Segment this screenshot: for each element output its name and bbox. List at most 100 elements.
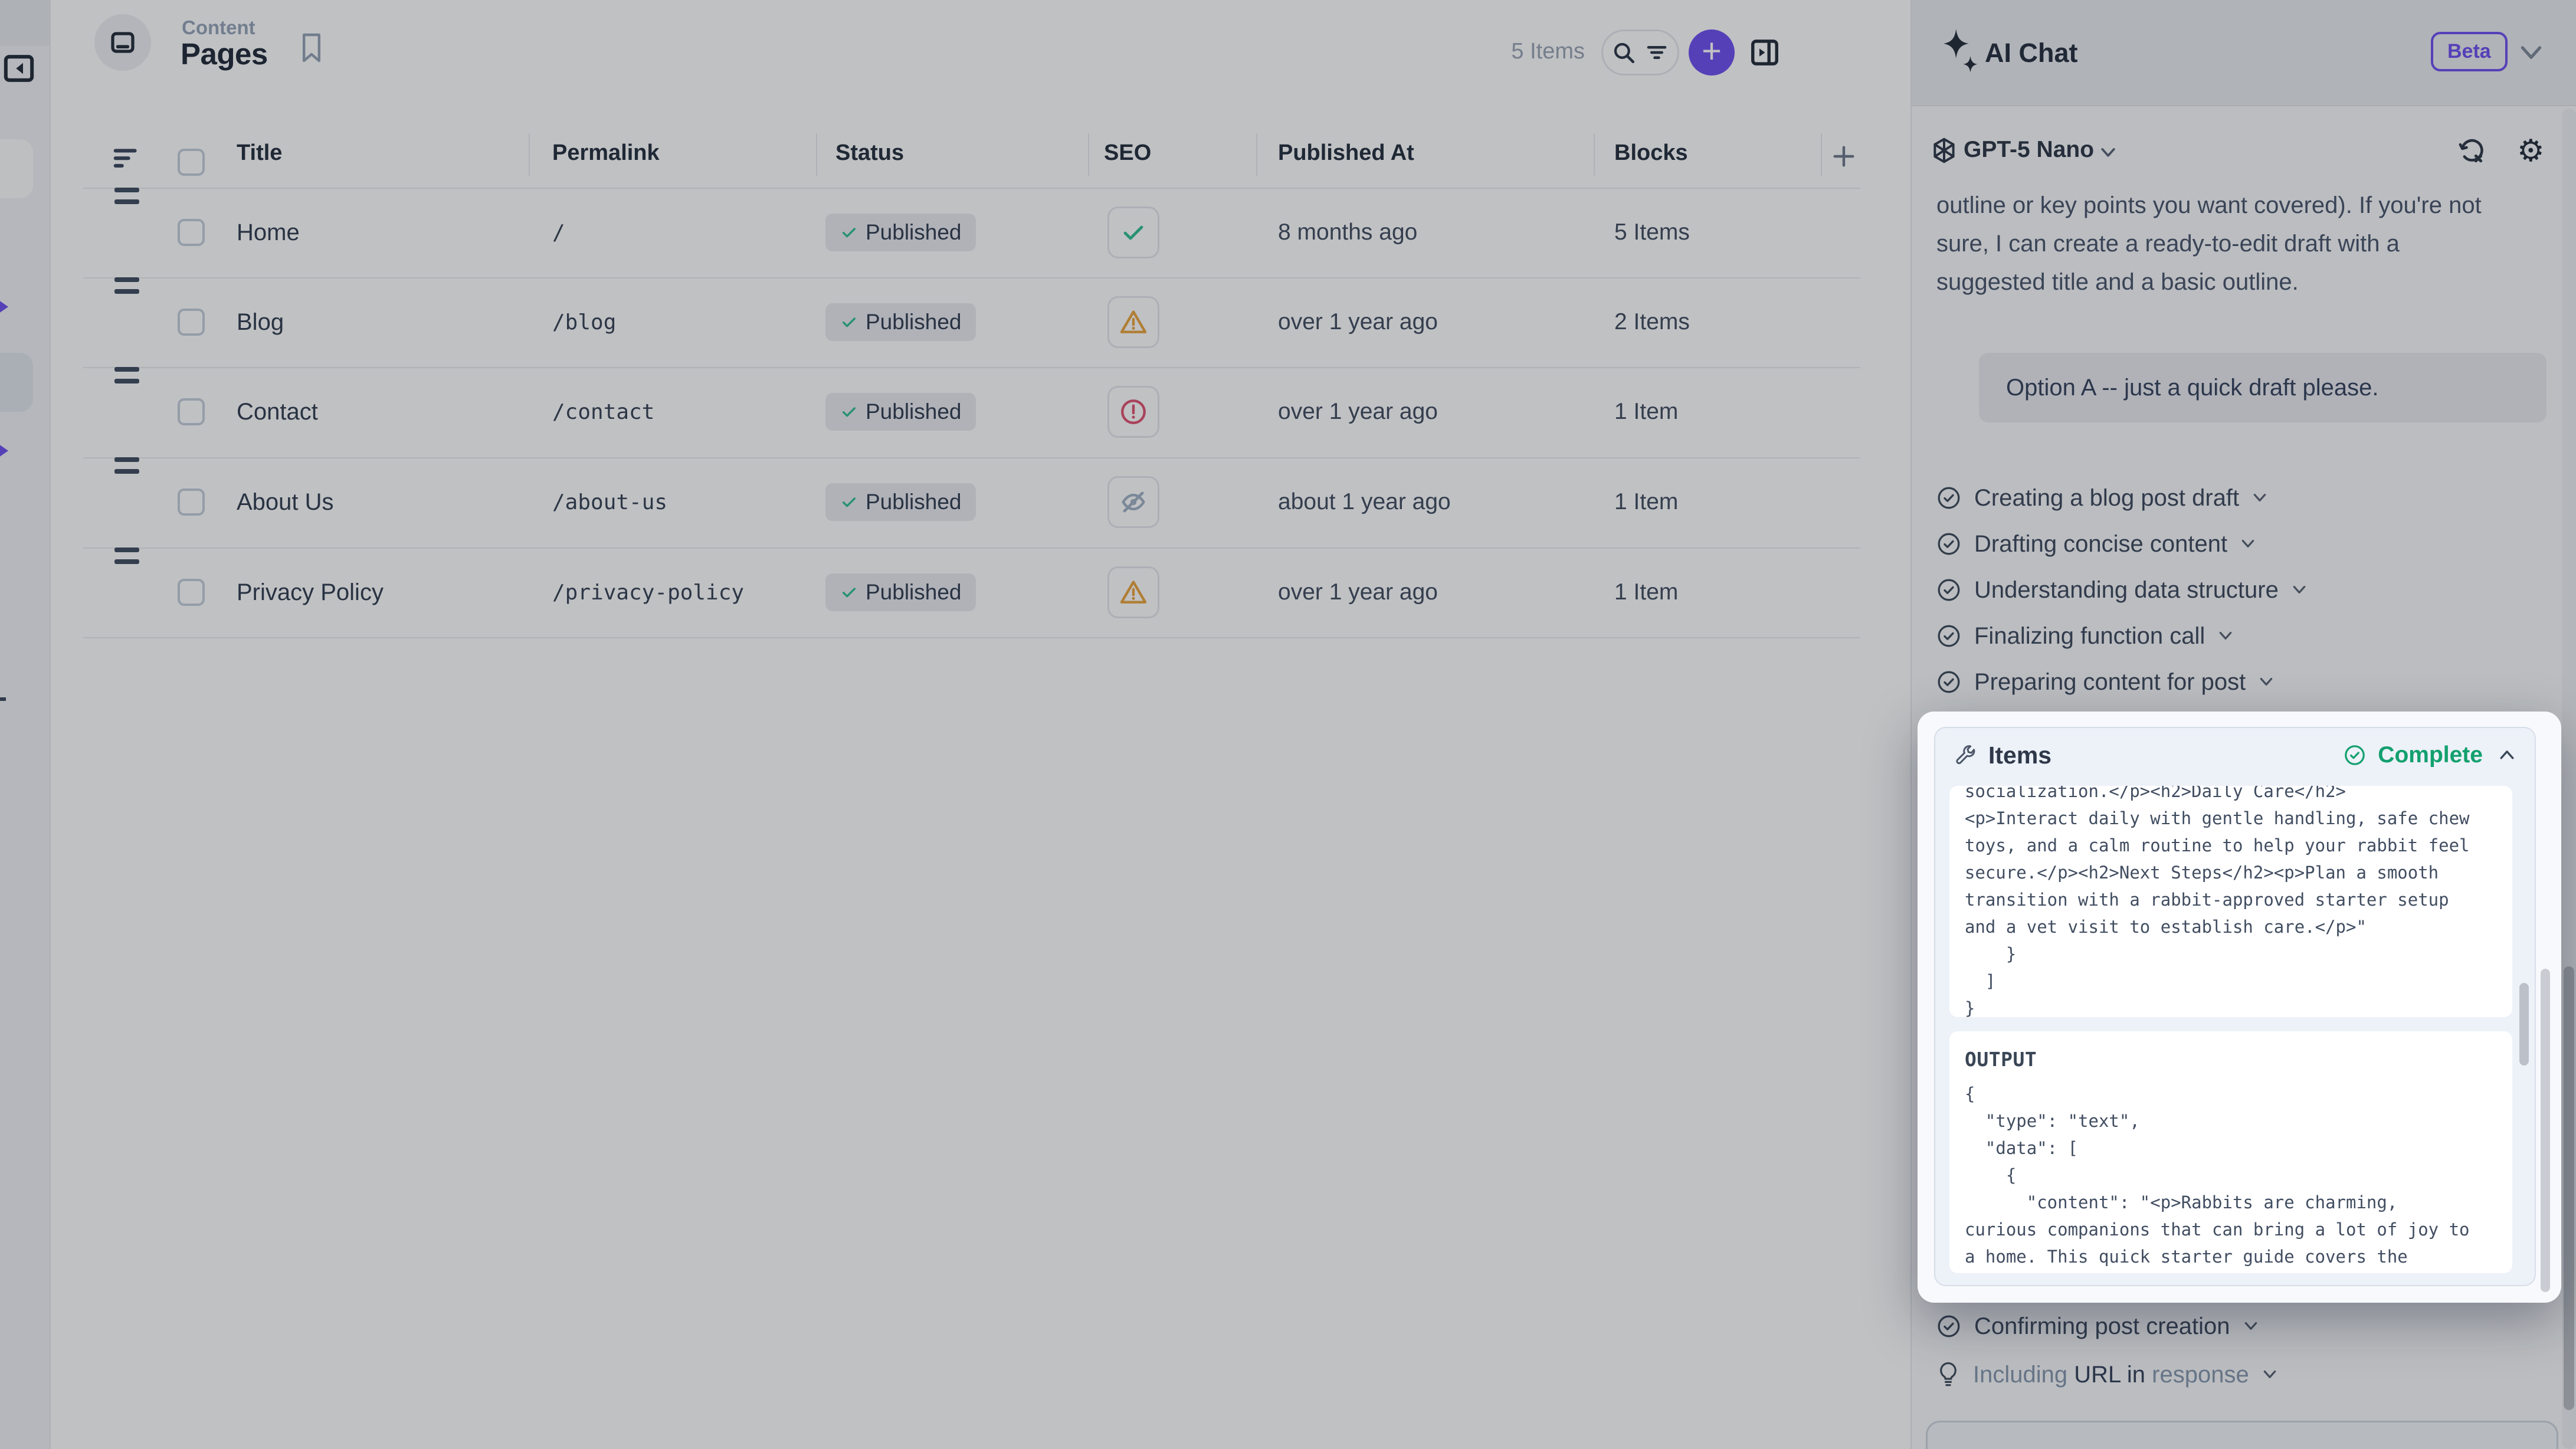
check-circle-icon xyxy=(1936,670,1961,694)
chevron-down-icon xyxy=(2218,630,2233,642)
select-all-checkbox[interactable] xyxy=(178,149,205,176)
items-tool-popup: Items Complete socialization.</p><h2>Dai… xyxy=(1918,712,2561,1303)
step-row[interactable]: Finalizing function call xyxy=(1936,617,2233,655)
add-column-icon[interactable] xyxy=(1830,143,1857,170)
column-header-seo[interactable]: SEO xyxy=(1104,140,1152,165)
toggle-right-panel-icon[interactable] xyxy=(1749,37,1781,68)
table-row[interactable]: Blog /blog Published over 1 year ago 2 I… xyxy=(51,277,1910,367)
page-title: Pages xyxy=(181,37,268,71)
step-row-in-progress[interactable]: Including URL in response xyxy=(1936,1356,2277,1394)
step-row[interactable]: Understanding data structure xyxy=(1936,571,2307,609)
drag-handle[interactable] xyxy=(114,188,139,277)
column-header-permalink[interactable]: Permalink xyxy=(552,140,660,165)
chevron-down-icon[interactable] xyxy=(2099,146,2117,159)
step-row[interactable]: Creating a blog post draft xyxy=(1936,479,2267,517)
tool-call-card-header[interactable]: Items Complete xyxy=(1935,728,2535,782)
status-badge: Published xyxy=(825,573,976,611)
permalink-cell: /privacy-policy xyxy=(552,580,745,605)
step-row[interactable]: Confirming post creation xyxy=(1936,1307,2259,1345)
sidebar-accent-arrow-icon xyxy=(0,442,8,459)
tool-input-code: socialization.</p><h2>Daily Care</h2> <p… xyxy=(1965,786,2470,1017)
status-badge: Published xyxy=(825,303,976,341)
drag-handle[interactable] xyxy=(114,457,139,547)
seo-check-icon[interactable] xyxy=(1107,206,1159,258)
output-label: OUTPUT xyxy=(1965,1048,2037,1071)
add-page-button[interactable]: + xyxy=(1689,29,1735,76)
blocks-cell: 1 Item xyxy=(1614,579,1679,605)
table-row[interactable]: About Us /about-us Published about 1 yea… xyxy=(51,457,1910,547)
pages-collection-view: Content Pages 5 Items + Title Permalink … xyxy=(51,0,1910,1449)
chevron-down-icon xyxy=(2252,492,2267,504)
panel-scrollbar-thumb[interactable] xyxy=(2564,966,2574,1410)
published-at-cell: over 1 year ago xyxy=(1278,309,1438,335)
status-badge: Published xyxy=(825,483,976,521)
tool-input-code-block[interactable]: socialization.</p><h2>Daily Care</h2> <p… xyxy=(1949,786,2512,1017)
step-label: Confirming post creation xyxy=(1974,1313,2230,1339)
drag-handle[interactable] xyxy=(114,277,139,367)
sidebar-collapse-icon[interactable] xyxy=(2,52,35,85)
row-checkbox[interactable] xyxy=(178,219,205,246)
row-checkbox[interactable] xyxy=(178,489,205,516)
status-badge: Published xyxy=(825,214,976,251)
page-title-cell[interactable]: Privacy Policy xyxy=(237,579,384,605)
sidebar-item-partial[interactable] xyxy=(0,353,33,412)
step-label: Understanding data structure xyxy=(1974,576,2279,603)
seo-hidden-icon[interactable] xyxy=(1107,476,1159,528)
chevron-down-icon[interactable] xyxy=(2518,42,2544,64)
sidebar-accent-arrow-icon xyxy=(0,299,8,315)
beta-badge: Beta xyxy=(2431,32,2508,71)
tool-output-code-block[interactable]: OUTPUT { "type": "text", "data": [ { "co… xyxy=(1949,1031,2512,1273)
column-header-published-at[interactable]: Published At xyxy=(1278,140,1414,165)
step-label: Finalizing function call xyxy=(1974,622,2205,649)
complete-check-icon xyxy=(2344,744,2366,766)
page-title-cell[interactable]: Home xyxy=(237,219,300,245)
check-icon xyxy=(840,493,858,512)
search-filter-group xyxy=(1601,29,1679,76)
table-row[interactable]: Privacy Policy /privacy-policy Published… xyxy=(51,548,1910,637)
column-header-blocks[interactable]: Blocks xyxy=(1614,140,1688,165)
step-row[interactable]: Preparing content for post xyxy=(1936,663,2274,701)
page-title-cell[interactable]: Blog xyxy=(237,309,284,335)
check-circle-icon xyxy=(1936,1314,1961,1339)
row-checkbox[interactable] xyxy=(178,309,205,336)
model-selector[interactable]: GPT-5 Nano xyxy=(1964,137,2095,162)
published-at-cell: over 1 year ago xyxy=(1278,399,1438,424)
chevron-up-icon[interactable] xyxy=(2498,749,2516,762)
tool-output-code: { "type": "text", "data": [ { "content":… xyxy=(1965,1084,2470,1267)
search-icon[interactable] xyxy=(1611,40,1636,65)
seo-error-icon[interactable] xyxy=(1107,386,1159,438)
check-icon xyxy=(840,223,858,242)
page-title-cell[interactable]: About Us xyxy=(237,489,334,515)
permalink-cell: /blog xyxy=(552,310,617,335)
step-label: Creating a blog post draft xyxy=(1974,484,2240,511)
breadcrumb-section: Content xyxy=(182,17,255,38)
check-circle-icon xyxy=(1936,532,1961,556)
seo-warning-icon[interactable] xyxy=(1107,296,1159,348)
step-label: Preparing content for post xyxy=(1974,668,2246,695)
reset-history-icon[interactable] xyxy=(2457,136,2486,165)
drag-handle[interactable] xyxy=(114,367,139,457)
chat-input[interactable] xyxy=(1926,1421,2558,1449)
page-title-cell[interactable]: Contact xyxy=(237,398,318,425)
step-row[interactable]: Drafting concise content xyxy=(1936,525,2256,563)
table-row[interactable]: Contact /contact Published over 1 year a… xyxy=(51,367,1910,457)
chevron-down-icon xyxy=(2259,676,2274,688)
filter-icon[interactable] xyxy=(1644,40,1669,65)
card-scrollbar-thumb[interactable] xyxy=(2519,983,2529,1066)
drag-handle[interactable] xyxy=(114,548,139,637)
bookmark-icon[interactable] xyxy=(299,31,325,65)
published-at-cell: over 1 year ago xyxy=(1278,579,1438,605)
sort-icon[interactable] xyxy=(113,147,139,171)
chevron-down-icon xyxy=(2243,1320,2259,1332)
column-header-title[interactable]: Title xyxy=(237,140,283,165)
gear-icon[interactable]: ⚙ xyxy=(2517,134,2545,168)
row-checkbox[interactable] xyxy=(178,579,205,606)
sidebar-item-partial[interactable] xyxy=(0,139,33,198)
column-header-status[interactable]: Status xyxy=(835,140,904,165)
sparkles-icon xyxy=(1938,27,1981,78)
table-row[interactable]: Home / Published 8 months ago 5 Items xyxy=(51,188,1910,277)
popup-scrollbar-thumb[interactable] xyxy=(2541,969,2550,1292)
row-checkbox[interactable] xyxy=(178,398,205,425)
seo-warning-icon[interactable] xyxy=(1107,566,1159,618)
